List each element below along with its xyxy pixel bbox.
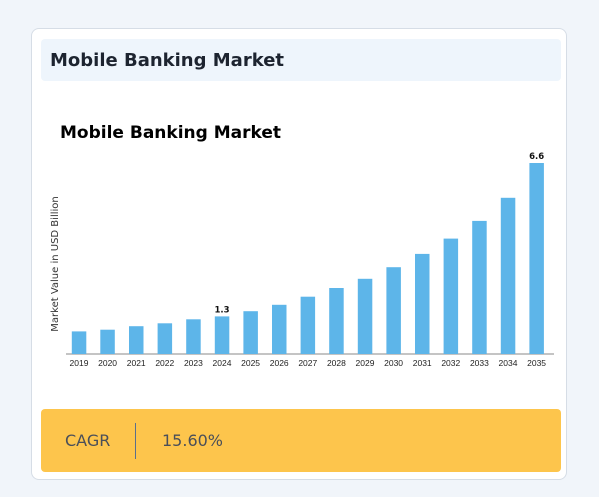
x-tick-label-2030: 2030 [384,358,403,368]
cagr-divider [135,422,136,459]
bar-2019 [71,331,87,354]
bar-2029 [357,278,373,354]
cagr-label: CAGR [65,431,111,450]
x-tick-label-2024: 2024 [213,358,232,368]
x-tick-label-2019: 2019 [70,358,89,368]
x-tick-label-2028: 2028 [327,358,346,368]
bar-2025 [243,311,258,354]
data-label-2035: 6.6 [529,152,544,162]
bar-2034 [500,197,516,354]
bar-2035 [529,163,544,354]
x-tick-label-2031: 2031 [413,358,432,368]
x-tick-label-2033: 2033 [470,358,489,368]
y-axis-label: Market Value in USD Billion [50,196,61,331]
bar-2027 [300,296,316,354]
x-tick-label-2026: 2026 [270,358,289,368]
x-tick-label-2035: 2035 [527,358,546,368]
x-tick-label-2023: 2023 [184,358,203,368]
bar-2021 [129,326,144,354]
bar-2031 [415,253,430,354]
x-tick-label-2032: 2032 [441,358,460,368]
x-tick-label-2034: 2034 [499,358,518,368]
bar-2024 [214,316,230,354]
card-header: Mobile Banking Market [41,39,561,81]
bar-2020 [100,329,115,354]
market-card: Mobile Banking Market Mobile Banking Mar… [31,28,567,480]
cagr-bar: CAGR 15.60% [41,409,561,472]
bar-2030 [386,267,401,354]
x-tick-label-2025: 2025 [241,358,260,368]
data-label-2024: 1.3 [214,305,229,315]
bar-2033 [472,220,487,354]
x-tick-label-2020: 2020 [98,358,117,368]
bar-2022 [157,323,173,354]
bar-2023 [186,319,201,354]
x-tick-label-2027: 2027 [298,358,317,368]
bar-2026 [272,304,287,354]
x-tick-label-2021: 2021 [127,358,146,368]
cagr-value: 15.60% [162,431,224,450]
card-title: Mobile Banking Market [50,49,284,71]
chart-title: Mobile Banking Market [60,123,281,143]
x-tick-label-2022: 2022 [155,358,174,368]
bar-2032 [443,238,459,354]
market-chart: Mobile Banking Market Market Value in US… [50,123,554,368]
x-tick-label-2029: 2029 [356,358,375,368]
bar-2028 [329,288,344,354]
